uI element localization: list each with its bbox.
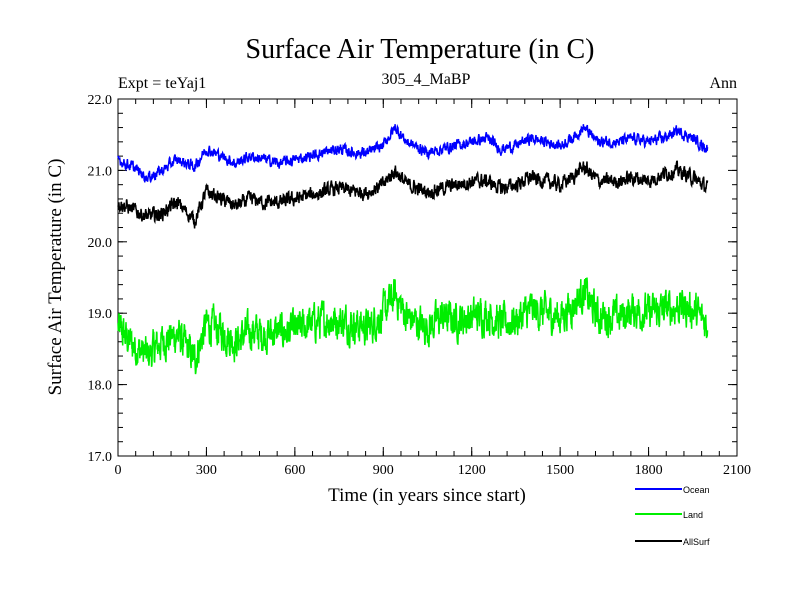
series-line-ocean — [117, 123, 709, 184]
series-layer — [117, 123, 709, 375]
chart-subtitle-right: Ann — [709, 75, 737, 92]
x-tick-label: 900 — [373, 463, 394, 478]
legend-label-allsurf: AllSurf — [683, 537, 710, 547]
chart-title: Surface Air Temperature (in C) — [246, 34, 595, 65]
y-tick-label: 18.0 — [88, 379, 113, 394]
y-tick-label: 19.0 — [88, 307, 113, 322]
y-tick-label: 20.0 — [88, 236, 113, 251]
x-tick-label: 2100 — [723, 463, 751, 478]
x-tick-label: 300 — [196, 463, 217, 478]
legend-label-ocean: Ocean — [683, 485, 710, 495]
y-tick-label: 17.0 — [88, 450, 113, 465]
y-axis-label: Surface Air Temperature (in C) — [45, 159, 66, 396]
x-tick-label: 1800 — [635, 463, 663, 478]
y-tick-label: 22.0 — [88, 93, 113, 108]
chart-subtitle-left: Expt = teYaj1 — [118, 75, 206, 92]
legend-label-land: Land — [683, 510, 703, 520]
y-axis: 17.0 18.0 19.0 20.0 21.0 22.0 — [88, 93, 737, 465]
x-tick-label: 0 — [115, 463, 122, 478]
x-tick-label: 600 — [284, 463, 305, 478]
y-tick-label: 21.0 — [88, 164, 113, 179]
x-axis: 0 300 600 900 1200 1500 1800 2100 — [115, 99, 751, 478]
series-line-land — [117, 277, 709, 375]
plot-area-frame — [117, 98, 738, 457]
chart-subtitle-center: 305_4_MaBP — [382, 71, 471, 88]
series-line-allsurf — [117, 160, 709, 229]
x-tick-label: 1500 — [546, 463, 574, 478]
legend: Ocean Land AllSurf — [635, 485, 710, 547]
x-tick-label: 1200 — [458, 463, 486, 478]
x-axis-label: Time (in years since start) — [328, 485, 526, 506]
